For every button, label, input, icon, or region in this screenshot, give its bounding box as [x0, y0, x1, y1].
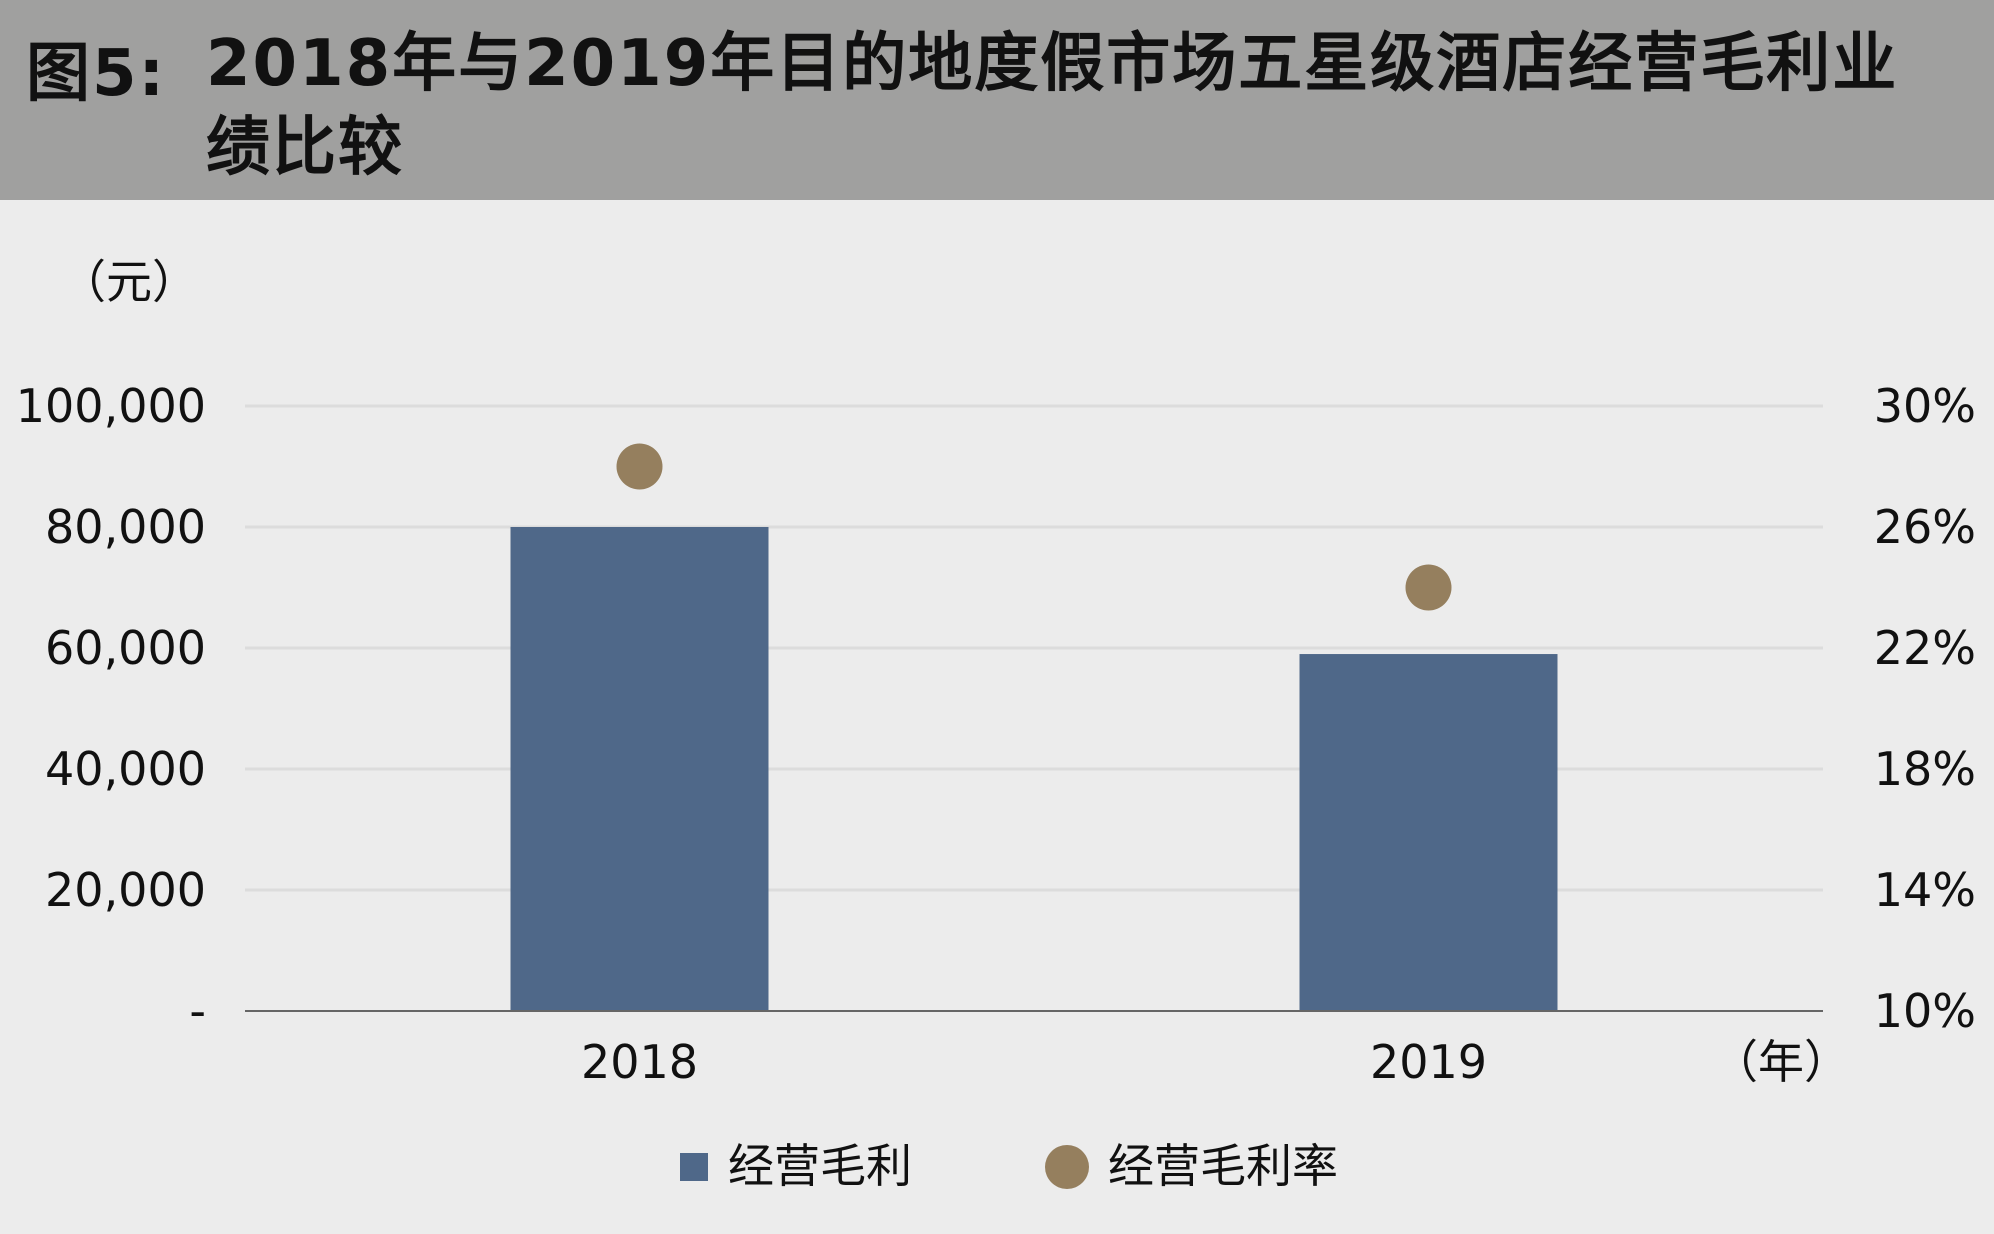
- bar-2019: [1299, 654, 1558, 1011]
- legend: 经营毛利 经营毛利率: [680, 1139, 1338, 1193]
- x-axis-unit: （年）: [1712, 1035, 1850, 1089]
- left-tick-label: 100,000: [16, 379, 206, 433]
- left-tick-label: 60,000: [45, 621, 206, 675]
- x-tick-label: 2019: [1370, 1035, 1487, 1089]
- right-tick-label: 30%: [1874, 379, 1976, 433]
- x-tick-label: 2018: [581, 1035, 698, 1089]
- left-tick-label: 40,000: [45, 742, 206, 796]
- legend-swatch-bar: [680, 1153, 708, 1181]
- right-tick-label: 18%: [1874, 742, 1976, 796]
- left-axis-unit: （元）: [60, 255, 198, 309]
- legend-swatch-point: [1045, 1145, 1089, 1189]
- right-tick-label: 14%: [1874, 863, 1976, 917]
- left-tick-label: -: [189, 984, 206, 1038]
- left-tick-label: 20,000: [45, 863, 206, 917]
- points: [616, 443, 1452, 611]
- right-axis-ticks: 10% 14% 18% 22% 26% 30%: [1874, 379, 1976, 1038]
- figure-number: 图5:: [26, 37, 167, 111]
- left-axis-ticks: - 20,000 40,000 60,000 80,000 100,000: [16, 379, 206, 1038]
- point-2018: [616, 443, 663, 490]
- chart-title: 2018年与2019年目的地度假市场五星级酒店经营毛利业绩比较: [206, 27, 1899, 185]
- right-tick-label: 10%: [1874, 984, 1976, 1038]
- gridlines: [245, 404, 1823, 892]
- title-bar: 图5: 2018年与2019年目的地度假市场五星级酒店经营毛利业绩比较: [0, 0, 1994, 200]
- bar-2018: [510, 527, 769, 1011]
- x-axis-ticks: 2018 2019: [581, 1035, 1487, 1089]
- legend-label-point: 经营毛利率: [1108, 1139, 1338, 1193]
- point-2019: [1405, 564, 1452, 611]
- bars: [510, 527, 1558, 1011]
- legend-label-bar: 经营毛利: [728, 1139, 912, 1193]
- right-tick-label: 22%: [1874, 621, 1976, 675]
- right-tick-label: 26%: [1874, 500, 1976, 554]
- left-tick-label: 80,000: [45, 500, 206, 554]
